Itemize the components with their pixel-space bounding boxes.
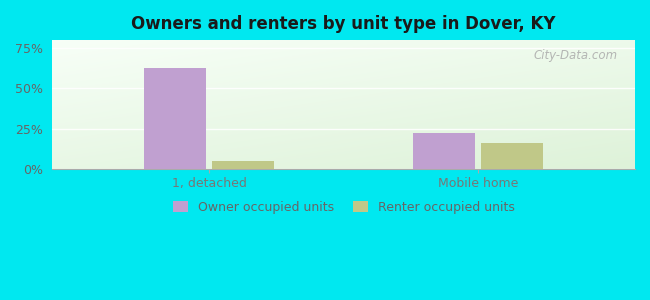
Text: City-Data.com: City-Data.com (534, 49, 618, 62)
Bar (413, 134, 474, 169)
Bar (213, 161, 274, 169)
Legend: Owner occupied units, Renter occupied units: Owner occupied units, Renter occupied un… (173, 201, 514, 214)
Bar (482, 143, 543, 169)
Title: Owners and renters by unit type in Dover, KY: Owners and renters by unit type in Dover… (131, 15, 556, 33)
Bar (144, 68, 205, 169)
